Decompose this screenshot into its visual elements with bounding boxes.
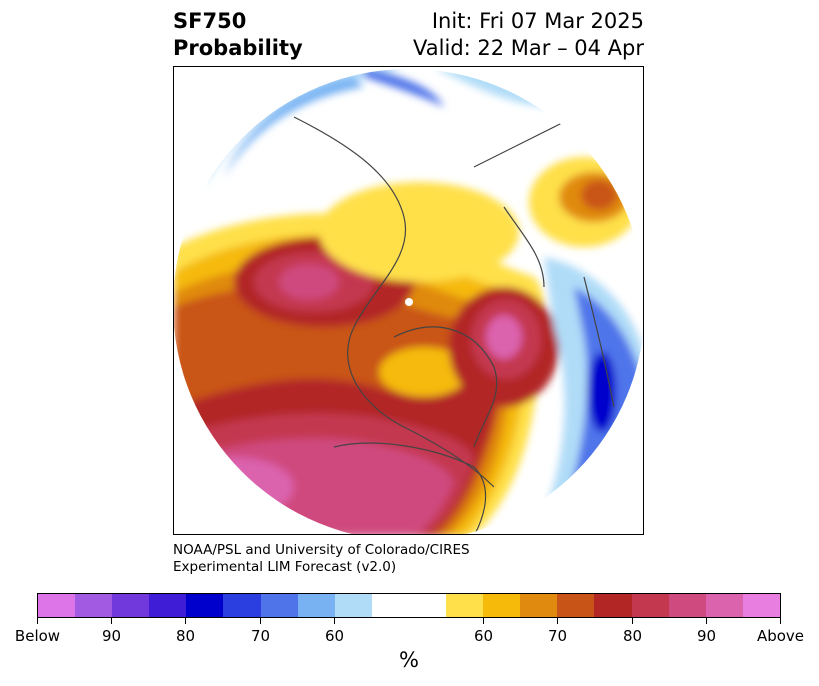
probability-map <box>173 66 644 535</box>
probability-field <box>174 69 643 534</box>
colorbar-segment <box>297 594 335 617</box>
credit-line-2: Experimental LIM Forecast (v2.0) <box>173 559 397 575</box>
colorbar-segment <box>631 594 669 617</box>
colorbar-tick <box>185 618 186 624</box>
colorbar-segment <box>371 594 447 617</box>
colorbar-segment <box>112 594 150 617</box>
colorbar-tick-label: 80 <box>622 627 643 645</box>
colorbar-tick <box>632 618 633 624</box>
colorbar-segment <box>668 594 706 617</box>
credit-line-1: NOAA/PSL and University of Colorado/CIRE… <box>173 542 470 558</box>
colorbar <box>37 593 781 618</box>
colorbar-tick <box>334 618 335 624</box>
colorbar-segment <box>446 594 484 617</box>
forecast-dates: Init: Fri 07 Mar 2025 Valid: 22 Mar – 04… <box>413 8 644 62</box>
colorbar-tick-label: 70 <box>250 627 271 645</box>
colorbar-unit: % <box>399 648 419 672</box>
colorbar-tick <box>37 618 38 624</box>
colorbar-tick <box>780 618 781 624</box>
colorbar-tick-label: Above <box>756 627 805 645</box>
colorbar-tick <box>483 618 484 624</box>
colorbar-segment <box>38 594 76 617</box>
colorbar-tick <box>260 618 261 624</box>
colorbar-tick <box>111 618 112 624</box>
colorbar-segment <box>75 594 113 617</box>
colorbar-tick <box>706 618 707 624</box>
colorbar-segment <box>149 594 187 617</box>
colorbar-tick-label: 90 <box>101 627 122 645</box>
colorbar-segment <box>186 594 224 617</box>
colorbar-tick-label: Below <box>14 627 61 645</box>
init-date: Init: Fri 07 Mar 2025 <box>431 9 644 33</box>
colorbar-segment <box>705 594 743 617</box>
credit-text: NOAA/PSL and University of Colorado/CIRE… <box>173 542 470 576</box>
colorbar-tick-label: 90 <box>696 627 717 645</box>
colorbar-segment <box>483 594 521 617</box>
colorbar-segment <box>742 594 780 617</box>
map-canvas <box>174 69 643 534</box>
colorbar-segment <box>260 594 298 617</box>
colorbar-segment <box>594 594 632 617</box>
colorbar-segment <box>557 594 595 617</box>
colorbar-tick <box>557 618 558 624</box>
valid-range: Valid: 22 Mar – 04 Apr <box>413 36 644 60</box>
map-title: SF750 Probability <box>173 8 303 62</box>
colorbar-tick-label: 60 <box>473 627 494 645</box>
colorbar-segment <box>334 594 372 617</box>
colorbar-tick-label: 70 <box>547 627 568 645</box>
colorbar-tick-label: 60 <box>324 627 345 645</box>
colorbar-tick-label: 80 <box>175 627 196 645</box>
colorbar-segment <box>223 594 261 617</box>
title-probability: Probability <box>173 36 303 60</box>
colorbar-segment <box>520 594 558 617</box>
title-variable: SF750 <box>173 9 247 33</box>
